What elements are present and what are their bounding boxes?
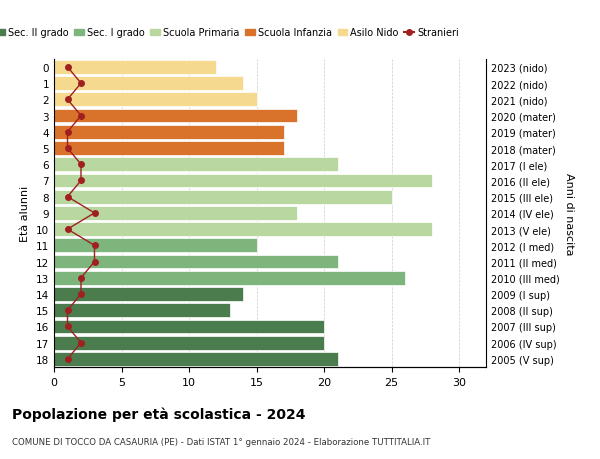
- Bar: [54, 190, 392, 204]
- Text: Popolazione per età scolastica - 2024: Popolazione per età scolastica - 2024: [12, 406, 305, 421]
- Bar: [54, 207, 297, 220]
- Bar: [54, 77, 243, 91]
- Bar: [54, 239, 257, 253]
- Text: COMUNE DI TOCCO DA CASAURIA (PE) - Dati ISTAT 1° gennaio 2024 - Elaborazione TUT: COMUNE DI TOCCO DA CASAURIA (PE) - Dati …: [12, 437, 430, 446]
- Y-axis label: Età alunni: Età alunni: [20, 185, 31, 241]
- Bar: [54, 158, 338, 172]
- Y-axis label: Anni di nascita: Anni di nascita: [563, 172, 574, 255]
- Bar: [54, 223, 432, 236]
- Bar: [54, 174, 432, 188]
- Bar: [54, 61, 216, 75]
- Bar: [54, 109, 297, 123]
- Bar: [54, 352, 338, 366]
- Bar: [54, 255, 338, 269]
- Bar: [54, 304, 230, 318]
- Bar: [54, 126, 284, 140]
- Bar: [54, 320, 324, 334]
- Bar: [54, 336, 324, 350]
- Bar: [54, 271, 405, 285]
- Legend: Sec. II grado, Sec. I grado, Scuola Primaria, Scuola Infanzia, Asilo Nido, Stran: Sec. II grado, Sec. I grado, Scuola Prim…: [0, 24, 463, 42]
- Bar: [54, 287, 243, 301]
- Bar: [54, 93, 257, 107]
- Bar: [54, 142, 284, 156]
